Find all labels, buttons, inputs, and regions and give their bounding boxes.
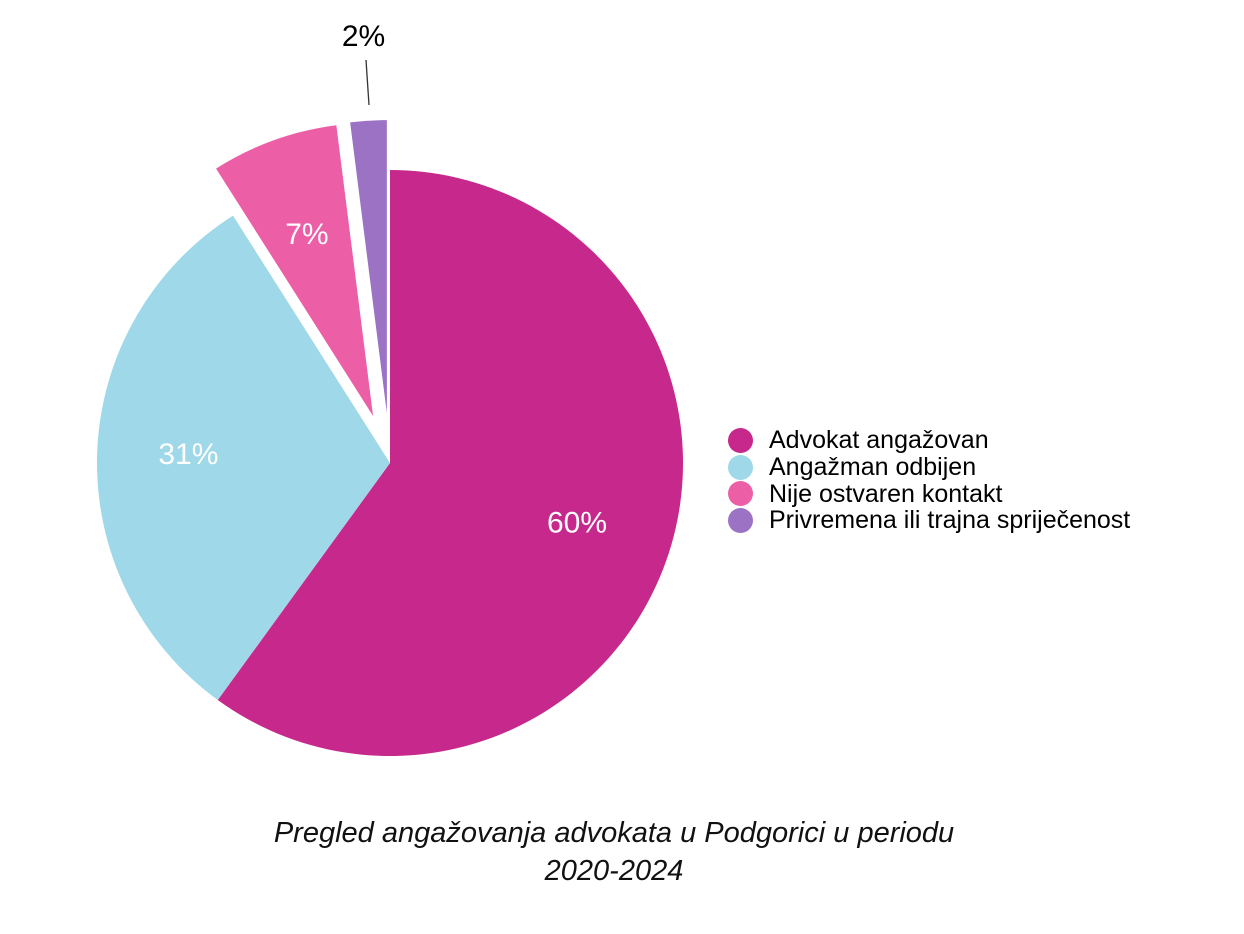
svg-text:60%: 60% <box>547 506 607 539</box>
svg-text:31%: 31% <box>158 438 218 471</box>
svg-text:7%: 7% <box>285 218 328 251</box>
svg-text:2%: 2% <box>342 20 385 53</box>
